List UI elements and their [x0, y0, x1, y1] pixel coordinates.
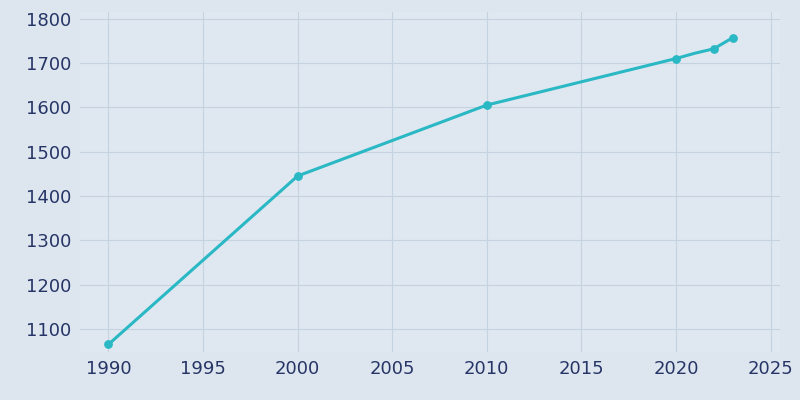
Point [707, 46, 720, 52]
Point [726, 34, 739, 41]
Point [480, 102, 493, 108]
Point [670, 55, 682, 62]
Point [102, 341, 114, 348]
Point [291, 173, 304, 179]
